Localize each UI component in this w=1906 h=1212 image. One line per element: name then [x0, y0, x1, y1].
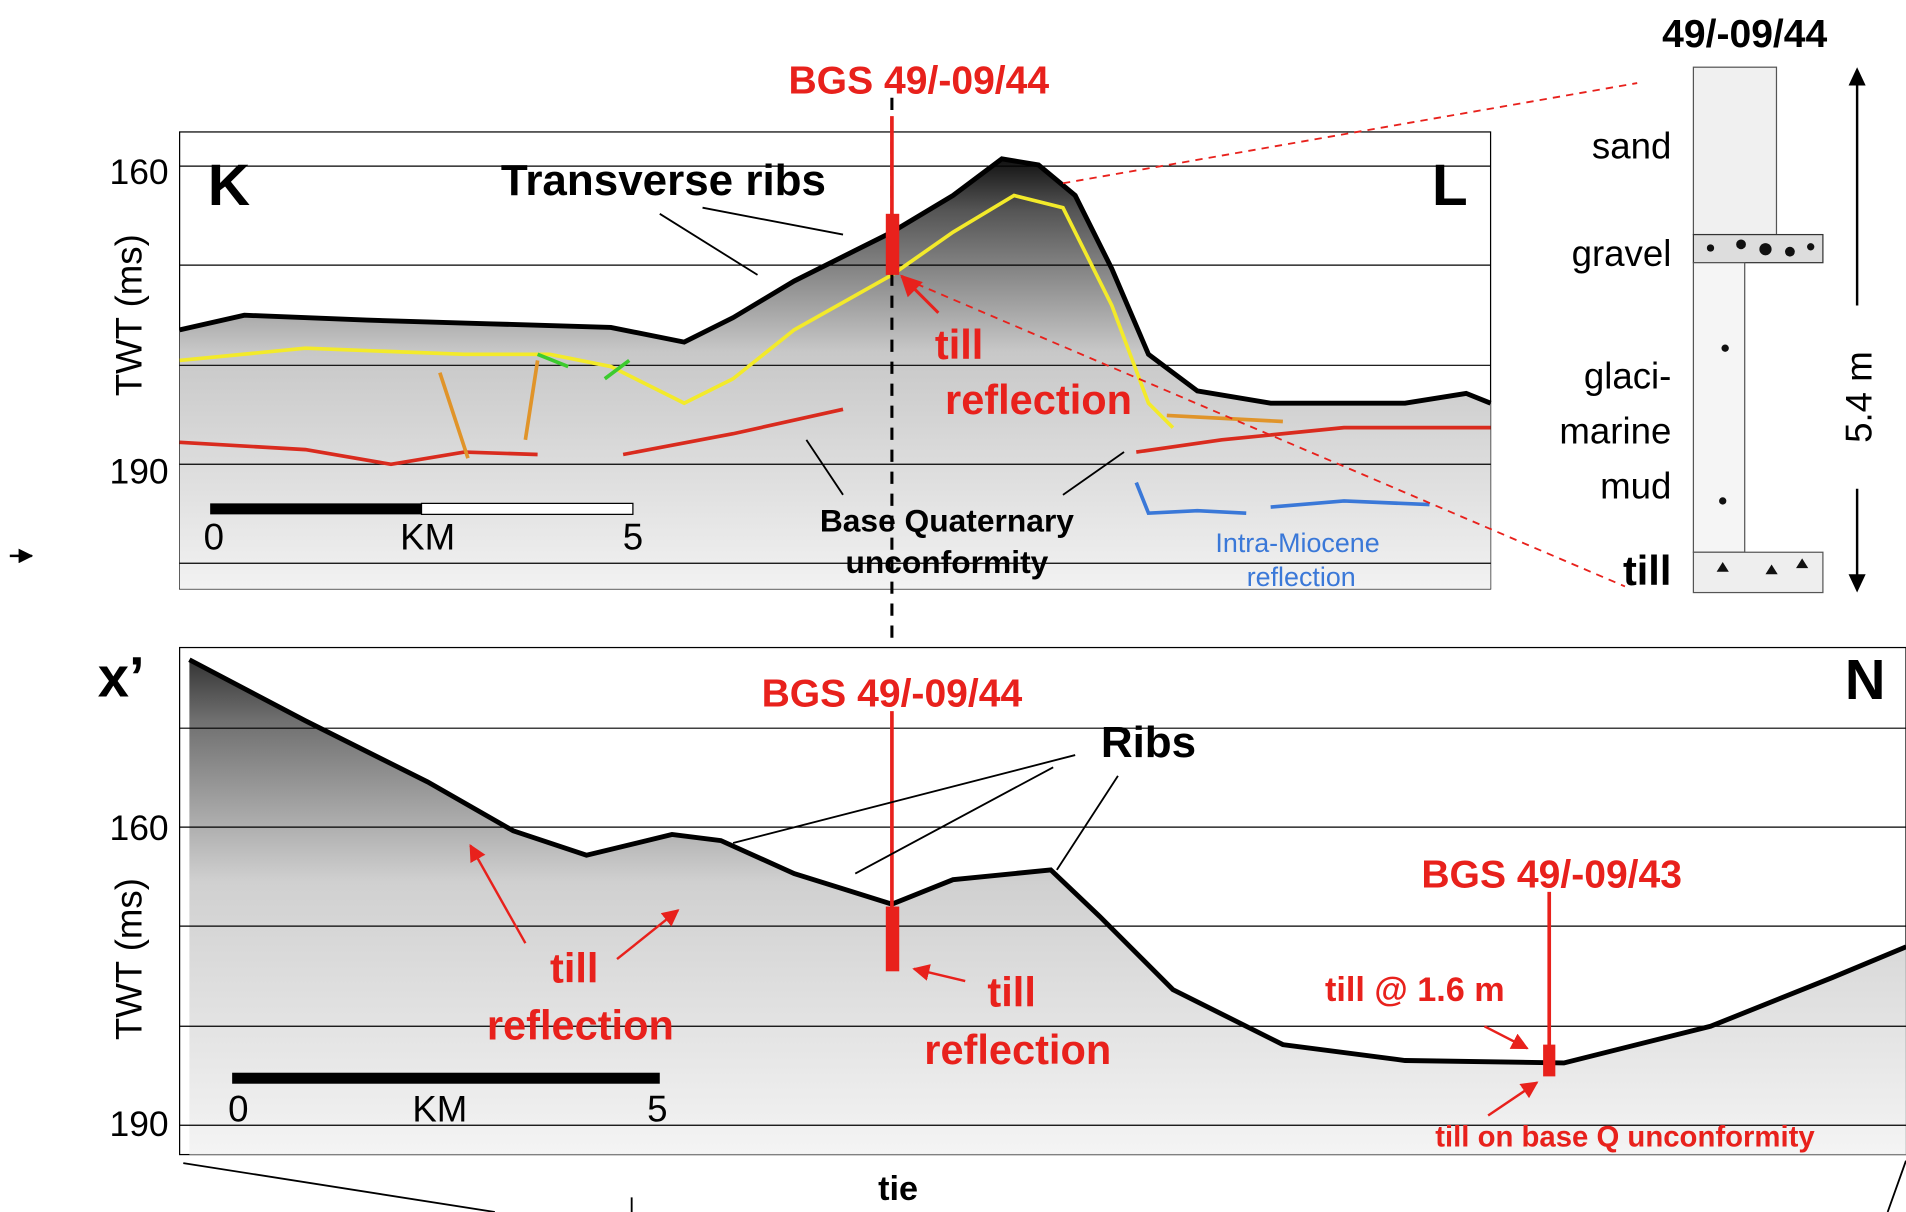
- panel-letter: N: [1845, 648, 1886, 711]
- borehole-title: BGS 49/-09/44: [762, 673, 1023, 716]
- scale-label: 0: [204, 517, 224, 558]
- till-label: reflection: [487, 1002, 674, 1049]
- shape: [1807, 243, 1814, 250]
- layer-label: sand: [1592, 126, 1671, 167]
- borehole-core: [886, 214, 899, 275]
- panel-letter: K: [208, 153, 250, 218]
- shape: [1719, 497, 1726, 504]
- scale-label: 5: [647, 1089, 667, 1130]
- layer-label: glaci-: [1584, 355, 1672, 396]
- layer-label: till: [1623, 547, 1671, 594]
- miocene-label: Intra-Miocene: [1215, 528, 1379, 558]
- ribs-label: Ribs: [1101, 718, 1196, 767]
- borehole-title: BGS 49/-09/44: [788, 59, 1049, 102]
- y-tick-label: 160: [110, 152, 169, 192]
- frame-line: [183, 1161, 1906, 1212]
- y-tick-label: 190: [110, 1104, 169, 1144]
- borehole-core: [886, 907, 899, 972]
- till-depth-label: till @ 1.6 m: [1325, 971, 1505, 1009]
- tie-label: tie: [878, 1170, 918, 1208]
- shape: [1785, 247, 1795, 257]
- till-label: till: [935, 321, 983, 368]
- borehole-core: [1543, 1045, 1555, 1077]
- scale-label: 0: [228, 1089, 248, 1130]
- y-axis-label: TWT (ms): [109, 878, 150, 1040]
- thickness-label: 5.4 m: [1839, 351, 1880, 443]
- scale-label: KM: [400, 517, 455, 558]
- layer-label: mud: [1600, 465, 1671, 506]
- shape: [1721, 345, 1728, 352]
- till-unconformity-label: till on base Q unconformity: [1435, 1120, 1815, 1153]
- scale-bar: [232, 1073, 660, 1084]
- miocene-label: reflection: [1247, 562, 1356, 592]
- mud-layer: [1693, 263, 1744, 553]
- scale-bar: [422, 503, 633, 514]
- till-label: till: [987, 969, 1035, 1016]
- sand-layer: [1693, 67, 1776, 234]
- ribs-label: Transverse ribs: [501, 156, 826, 205]
- panel-letter: L: [1432, 153, 1468, 218]
- till-layer: [1693, 552, 1823, 592]
- y-tick-label: 190: [110, 451, 169, 491]
- unconformity-label: unconformity: [845, 544, 1048, 580]
- scale-bar: [210, 503, 421, 514]
- y-tick-label: 160: [110, 808, 169, 848]
- borehole-title: BGS 49/-09/43: [1421, 854, 1682, 897]
- shape: [1736, 239, 1746, 249]
- shape: [1707, 244, 1714, 251]
- y-axis-label: TWT (ms): [109, 234, 150, 396]
- unconformity-label: Base Quaternary: [820, 502, 1074, 538]
- log-title: 49/-09/44: [1662, 13, 1827, 56]
- till-label: reflection: [945, 376, 1132, 423]
- scale-label: 5: [623, 517, 643, 558]
- scale-label: KM: [412, 1089, 467, 1130]
- figure: 160 190 TWT (ms) K L Transverse ribs BGS…: [0, 0, 1906, 1212]
- shape: [1759, 243, 1771, 255]
- layer-label: marine: [1559, 410, 1671, 451]
- panel-letter: x’: [98, 646, 145, 709]
- till-label: till: [550, 944, 598, 991]
- layer-label: gravel: [1572, 233, 1672, 274]
- till-label: reflection: [924, 1026, 1111, 1073]
